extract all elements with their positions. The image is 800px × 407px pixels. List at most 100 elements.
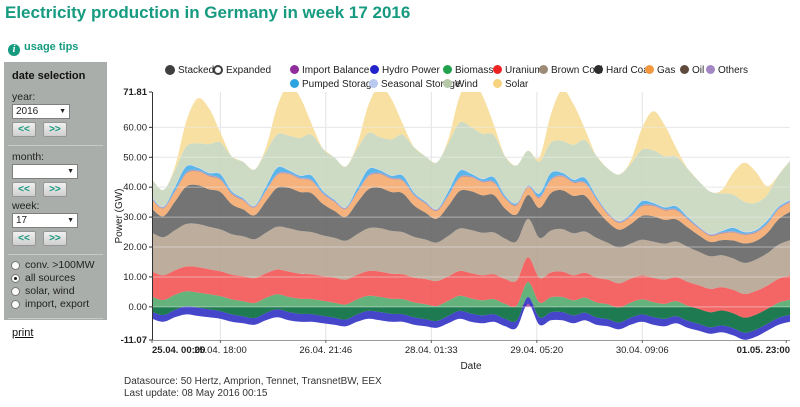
x-tick-label: 26.04. 21:46	[299, 345, 352, 356]
axes: 71.81 60.00 50.00 40.00 30.00 20.00 10.00 0.00 -…	[114, 87, 790, 372]
legend-item-others[interactable]: Others	[706, 65, 748, 77]
chevron-down-icon: ▼	[67, 168, 74, 175]
panel-header: date selection	[12, 70, 86, 82]
week-value: 17	[16, 215, 28, 226]
radio-button-icon[interactable]	[11, 273, 20, 283]
stacked-areas[interactable]	[152, 79, 790, 340]
legend-label: Others	[718, 65, 749, 76]
year-prev-button[interactable]: <<	[12, 122, 36, 137]
y-tick-label: 71.81	[123, 87, 147, 98]
datasource-text: Datasource: 50 Hertz, Amprion, Tennet, T…	[124, 376, 382, 387]
legend-item-uranium[interactable]: Uranium	[493, 65, 543, 77]
area-hydro-power[interactable]	[152, 296, 790, 340]
date-selection-panel: date selection year: 2016 ▼ << >> month:…	[4, 62, 107, 339]
year-label: year:	[12, 91, 36, 103]
y-tick-label: 30.00	[123, 212, 147, 223]
panel-divider	[8, 254, 103, 255]
year-next-button[interactable]: >>	[42, 122, 67, 137]
legend-item-solar[interactable]: Solar	[493, 79, 528, 91]
biomass-swatch-icon	[443, 65, 452, 74]
y-tick-label: 60.00	[123, 122, 147, 133]
mode-label: Expanded	[226, 65, 272, 76]
area-others[interactable]	[152, 169, 790, 236]
legend-item-pumped-storage[interactable]: Pumped Storage	[290, 79, 377, 91]
last-update-text: Last update: 08 May 2016 00:15	[124, 388, 268, 399]
radio-label: import, export	[25, 298, 90, 310]
radio-button-icon[interactable]	[11, 286, 20, 296]
brown-coal-swatch-icon	[539, 65, 548, 74]
legend-item-oil[interactable]: Oil	[680, 65, 704, 77]
hydro-power-swatch-icon	[370, 65, 379, 74]
panel-divider	[8, 318, 103, 319]
x-tick-label: 25.04. 18:00	[194, 345, 247, 356]
legend-label: Pumped Storage	[302, 79, 378, 90]
y-tick-label: 0.00	[129, 302, 148, 313]
usage-tips-label: usage tips	[24, 41, 79, 53]
area-brown-coal[interactable]	[152, 218, 790, 295]
legend-item-gas[interactable]: Gas	[645, 65, 675, 77]
seasonal-storage-swatch-icon	[369, 79, 378, 88]
x-tick-label: 01.05. 23:00	[737, 345, 790, 356]
week-select[interactable]: 17 ▼	[12, 213, 78, 228]
mode-selected-icon[interactable]	[165, 65, 175, 75]
month-next-button[interactable]: >>	[42, 182, 67, 197]
wind-swatch-icon	[443, 79, 452, 88]
y-axis-title: Power (GW)	[114, 189, 125, 244]
area-uranium[interactable]	[152, 257, 790, 318]
area-hard-coal[interactable]	[152, 184, 790, 263]
radio-option-all-sources[interactable]: all sources	[11, 272, 107, 284]
radio-label: all sources	[25, 272, 76, 284]
x-tick-label: 30.04. 09:06	[616, 345, 669, 356]
legend-item-brown-coal[interactable]: Brown Coal	[539, 65, 603, 77]
print-link[interactable]: print	[12, 327, 34, 339]
legend-label: Hydro Power	[382, 65, 440, 76]
week-label: week:	[12, 200, 40, 212]
legend-item-biomass[interactable]: Biomass	[443, 65, 493, 77]
y-tick-label: 40.00	[123, 182, 147, 193]
x-tick-label: 29.04. 05:20	[510, 345, 563, 356]
source-filter-radios: conv. >100MW all sources solar, wind import…	[4, 259, 107, 310]
month-buttons: << >>	[12, 182, 99, 197]
legend-item-hard-coal[interactable]: Hard Coal	[594, 65, 651, 77]
chevron-down-icon: ▼	[67, 217, 74, 224]
mode-option-expanded[interactable]: Expanded	[213, 65, 271, 77]
pumped-storage-swatch-icon	[290, 79, 299, 88]
footer: Datasource: 50 Hertz, Amprion, Tennet, T…	[124, 376, 382, 400]
legend-item-wind[interactable]: Wind	[443, 79, 478, 91]
radio-option-conv-100mw[interactable]: conv. >100MW	[11, 259, 107, 271]
legend-item-seasonal-storage[interactable]: Seasonal Storage	[369, 79, 461, 91]
mode-unselected-icon[interactable]	[213, 65, 223, 75]
year-select[interactable]: 2016 ▼	[12, 104, 70, 119]
legend-label: Seasonal Storage	[381, 79, 461, 90]
y-tick-label: -11.07	[121, 335, 147, 346]
radio-option-solar-wind[interactable]: solar, wind	[11, 285, 107, 297]
radio-button-icon[interactable]	[11, 299, 20, 309]
mode-option-stacked[interactable]: Stacked	[165, 65, 214, 77]
x-tick-label: 28.04. 01:33	[405, 345, 458, 356]
week-group: week: 17 ▼ << >>	[12, 200, 99, 246]
month-prev-button[interactable]: <<	[12, 182, 36, 197]
area-solar[interactable]	[152, 79, 790, 204]
panel-divider	[8, 145, 103, 146]
radio-label: solar, wind	[25, 285, 75, 297]
y-tick-label: 10.00	[123, 272, 147, 283]
area-gas[interactable]	[152, 170, 790, 244]
area-wind[interactable]	[152, 121, 790, 234]
legend-label: Biomass	[455, 65, 494, 76]
radio-button-icon[interactable]	[11, 260, 20, 270]
year-group: year: 2016 ▼ << >>	[12, 91, 99, 137]
month-select[interactable]: ▼	[12, 164, 78, 179]
radio-option-import-export[interactable]: import, export	[11, 298, 107, 310]
legend-label: Wind	[455, 79, 478, 90]
area-biomass-below-zero	[152, 306, 790, 333]
usage-tips-link[interactable]: i usage tips	[8, 41, 78, 56]
import-balance-swatch-icon	[290, 65, 299, 74]
week-prev-button[interactable]: <<	[12, 231, 36, 246]
gridlines-over	[152, 126, 790, 308]
gas-swatch-icon	[645, 65, 654, 74]
week-next-button[interactable]: >>	[42, 231, 67, 246]
legend-item-import-balance[interactable]: Import Balance	[290, 65, 369, 77]
legend-item-hydro-power[interactable]: Hydro Power	[370, 65, 440, 77]
